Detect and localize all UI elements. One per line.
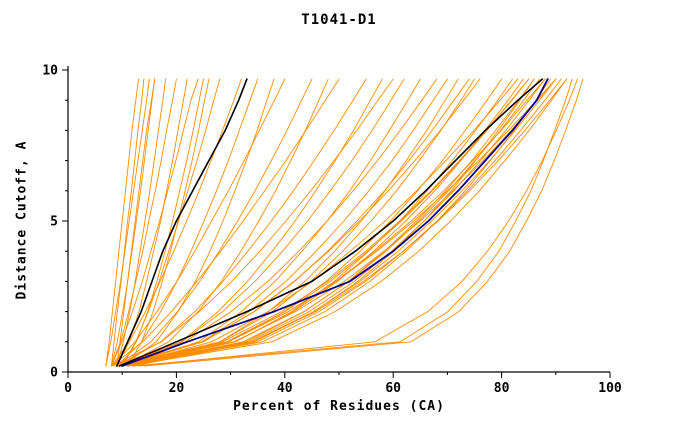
series-orange-17 — [116, 78, 313, 367]
series-orange-38 — [127, 78, 546, 367]
series-orange-19 — [110, 78, 340, 367]
x-tick-label: 20 — [169, 381, 185, 396]
series-orange-46 — [132, 78, 557, 367]
series-orange-10 — [121, 78, 221, 367]
series-orange-05 — [110, 78, 177, 367]
x-tick-label: 60 — [385, 381, 401, 396]
series-orange-37 — [121, 78, 540, 367]
x-tick-label: 80 — [494, 381, 510, 396]
series-orange-51 — [138, 78, 578, 367]
series-orange-16 — [110, 78, 286, 367]
series-orange-26 — [116, 78, 448, 367]
series-blue-model — [121, 78, 549, 367]
series-orange-11 — [116, 78, 156, 367]
series-orange-25 — [110, 78, 438, 367]
series-orange-30 — [121, 78, 481, 367]
x-tick-label: 0 — [64, 381, 72, 396]
series-orange-14 — [116, 78, 259, 367]
series-orange-01 — [110, 78, 145, 367]
y-tick-label: 10 — [42, 64, 58, 79]
series-orange-23 — [116, 78, 405, 367]
series-orange-41 — [127, 78, 557, 367]
series-orange-04 — [105, 78, 150, 367]
series-orange-45 — [127, 78, 568, 367]
series-orange-06 — [116, 78, 188, 367]
series-orange-07 — [121, 78, 204, 367]
series-orange-03 — [116, 78, 167, 367]
series-orange-49 — [132, 78, 573, 367]
series-orange-13 — [110, 78, 242, 367]
series-orange-15 — [121, 78, 275, 367]
series-orange-44 — [121, 78, 568, 367]
series-orange-32 — [121, 78, 513, 367]
series-orange-50 — [143, 78, 584, 367]
series-orange-33 — [116, 78, 524, 367]
series-orange-29 — [116, 78, 475, 367]
series-orange-43 — [132, 78, 562, 367]
series-black-left — [116, 78, 248, 367]
series-orange-21 — [121, 78, 383, 367]
series-orange-35 — [127, 78, 535, 367]
series-orange-08 — [110, 78, 199, 367]
series-orange-47 — [116, 78, 530, 367]
y-tick-label: 5 — [50, 215, 58, 230]
x-tick-label: 40 — [277, 381, 293, 396]
series-orange-27 — [121, 78, 459, 367]
series-orange-48 — [121, 78, 519, 367]
series-orange-09 — [105, 78, 139, 367]
series-black-right — [118, 78, 544, 367]
x-axis-label: Percent of Residues (CA) — [233, 399, 445, 414]
x-tick-label: 100 — [598, 381, 622, 396]
series-orange-02 — [110, 78, 156, 367]
series-orange-18 — [121, 78, 329, 367]
series-orange-22 — [110, 78, 394, 367]
page-title: T1041-D1 — [301, 12, 377, 28]
series-orange-20 — [116, 78, 367, 367]
y-tick-label: 0 — [50, 366, 58, 381]
